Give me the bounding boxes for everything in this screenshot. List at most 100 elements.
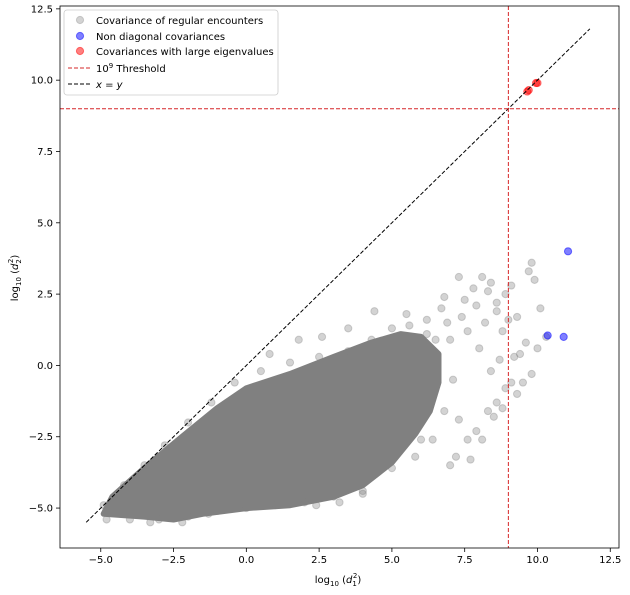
legend-label-large-eigen: Covariances with large eigenvalues	[96, 47, 274, 58]
legend: Covariance of regular encounters Non dia…	[63, 9, 279, 96]
regular-encounter-point	[530, 275, 539, 284]
reference-lines	[60, 6, 619, 548]
regular-encounter-edge-point	[315, 352, 324, 361]
regular-encounter-point	[492, 298, 501, 307]
legend-label-non-diagonal: Non diagonal covariances	[96, 32, 225, 43]
y-tick-label: 7.5	[37, 147, 53, 158]
regular-encounter-point	[448, 375, 458, 384]
y-axis-label-log-sub: 10	[15, 277, 23, 286]
regular-encounter-point	[492, 398, 501, 407]
x-tick-label: 2.5	[311, 555, 327, 566]
legend-label-identity: x = y	[95, 80, 124, 91]
legend-marker-large-eigen	[75, 46, 85, 56]
regular-encounter-edge-point	[213, 506, 222, 516]
regular-encounter-edge-point	[256, 367, 265, 376]
y-axis-label: log10 (d22)	[7, 255, 23, 302]
regular-encounter-point	[507, 281, 516, 290]
x-tick-label: 0.0	[238, 555, 254, 566]
regular-encounter-point	[460, 295, 469, 304]
regular-encounter-point	[483, 287, 493, 296]
x-axis-label-paren-close: )	[357, 575, 361, 586]
legend-marker-regular	[75, 15, 85, 25]
legend-identity-y: y	[116, 80, 124, 91]
x-tick-label: −5.0	[89, 555, 113, 566]
regular-encounter-edge-point	[242, 503, 251, 513]
regular-encounter-point	[501, 290, 510, 299]
regular-encounter-edge-point	[358, 486, 367, 496]
legend-label-threshold: 109 Threshold	[96, 62, 166, 75]
x-axis-label-log: log	[315, 575, 330, 586]
y-axis-label-var: d	[10, 263, 21, 270]
non-diagonal-covariance-point	[563, 247, 573, 256]
y-tick-label: −2.5	[29, 432, 53, 443]
legend-threshold-sup: 9	[109, 62, 113, 70]
regular-encounter-point	[428, 435, 437, 444]
regular-encounter-point	[489, 412, 498, 421]
regular-encounter-point	[533, 344, 542, 353]
regular-encounter-point	[507, 378, 516, 387]
regular-encounter-point	[443, 318, 452, 327]
regular-encounter-point	[498, 404, 507, 413]
regular-encounter-point	[469, 284, 478, 293]
y-axis-ticks: −5.0 −2.5 0.0 2.5 5.0 7.5 10.0 12.5	[29, 4, 60, 515]
x-axis-label-paren-open: (	[342, 575, 346, 586]
regular-encounter-point	[370, 307, 379, 316]
regular-encounter-point	[446, 461, 455, 470]
regular-encounter-point	[492, 307, 501, 316]
regular-encounter-edge-point	[344, 347, 353, 356]
axes-frame	[59, 5, 620, 549]
regular-encounter-point	[527, 369, 536, 379]
legend-identity-eq: =	[102, 80, 117, 91]
x-axis-label-var-sup: 2	[353, 572, 357, 580]
identity-line	[85, 28, 591, 523]
data-layer	[99, 78, 573, 527]
regular-encounter-point	[512, 389, 522, 399]
regular-encounter-point	[472, 426, 481, 436]
regular-encounter-edge-point	[367, 335, 376, 344]
regular-encounter-point	[463, 327, 472, 336]
regular-encounter-point	[495, 355, 504, 364]
regular-encounter-point	[475, 344, 484, 353]
regular-encounter-point	[204, 509, 213, 518]
x-tick-label: 12.5	[599, 555, 621, 566]
legend-label-regular: Covariance of regular encounters	[96, 16, 263, 27]
regular-encounter-point	[512, 312, 522, 322]
x-axis-label: log10 (d12)	[315, 572, 362, 588]
regular-encounter-edge-point	[154, 515, 164, 524]
legend-identity-x: x	[95, 80, 102, 91]
y-axis-label-var-sup: 2	[7, 259, 15, 263]
regular-encounter-edge-point	[184, 512, 193, 521]
regular-encounter-point	[501, 384, 510, 393]
regular-encounter-point	[178, 518, 187, 527]
regular-encounter-point	[146, 518, 155, 527]
regular-encounter-point	[312, 501, 321, 510]
regular-encounter-point	[358, 489, 367, 498]
regular-encounter-point	[422, 315, 431, 324]
legend-threshold-rest: Threshold	[113, 64, 165, 75]
regular-encounter-point	[524, 267, 533, 276]
x-axis-label-log-sub: 10	[330, 580, 339, 588]
regular-encounter-point	[451, 452, 461, 461]
regular-encounter-point	[402, 309, 411, 319]
regular-encounter-point	[510, 352, 519, 361]
y-tick-label: 10.0	[31, 76, 53, 87]
regular-encounter-point	[466, 455, 475, 464]
regular-encounter-point	[265, 349, 274, 359]
regular-encounter-point	[457, 312, 466, 322]
x-axis-label-var-sub: 1	[352, 580, 356, 588]
legend-threshold-base: 10	[96, 64, 109, 75]
non-diagonal-covariance-point	[543, 331, 552, 340]
regular-encounter-point	[478, 435, 487, 444]
regular-encounter-edge-point	[387, 464, 397, 473]
regular-encounter-point	[454, 415, 463, 424]
regular-encounter-point	[294, 335, 303, 344]
regular-encounters-cloud	[100, 331, 442, 523]
x-axis-label-var: d	[346, 575, 353, 586]
regular-encounter-edge-point	[102, 515, 111, 524]
x-axis-ticks: −5.0 −2.5 0.0 2.5 5.0 7.5 10.0 12.5	[89, 548, 621, 566]
regular-encounter-point	[317, 332, 327, 342]
y-tick-label: 5.0	[37, 218, 53, 229]
legend-box	[63, 9, 279, 96]
regular-encounter-point	[463, 435, 472, 444]
